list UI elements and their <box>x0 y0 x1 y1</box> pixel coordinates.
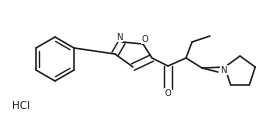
Text: O: O <box>165 89 171 97</box>
Text: HCl: HCl <box>12 101 30 111</box>
Text: N: N <box>221 66 227 75</box>
Text: N: N <box>116 32 122 42</box>
Text: O: O <box>142 34 148 44</box>
